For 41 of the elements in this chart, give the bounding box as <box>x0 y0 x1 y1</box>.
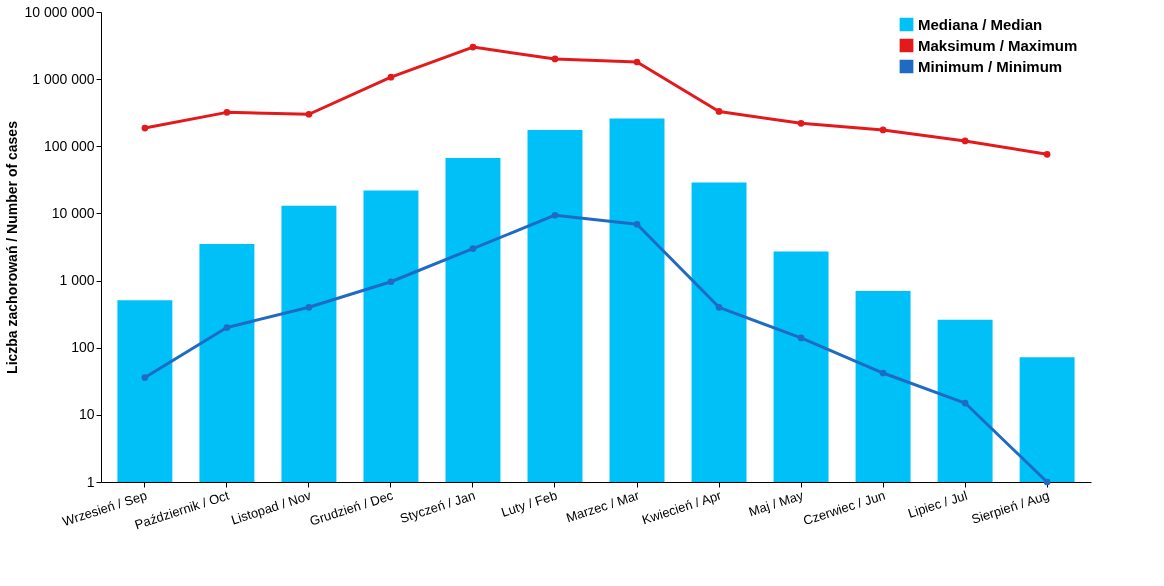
point <box>633 58 641 66</box>
point <box>141 374 149 381</box>
point <box>1043 478 1051 486</box>
y-tick-label: 100 <box>71 339 95 356</box>
y-tick-label: 10 000 000 <box>24 3 95 20</box>
point <box>715 303 723 311</box>
point <box>469 245 477 252</box>
y-tick-label: 1 <box>86 473 95 490</box>
x-tick-label: Lipiec / Jul <box>906 487 970 521</box>
point <box>633 220 641 228</box>
point <box>715 108 723 115</box>
point <box>879 369 887 377</box>
point <box>961 399 969 407</box>
y-tick-label: 10 <box>78 406 95 423</box>
legend-label: Mediana / Median <box>918 15 1043 33</box>
point <box>879 126 887 134</box>
point <box>387 73 395 81</box>
x-tick-label: Sierpień / Aug <box>969 487 1052 527</box>
point <box>141 124 149 132</box>
y-tick-label: 1 000 <box>59 272 95 289</box>
legend-label: Maksimum / Maximum <box>918 36 1078 54</box>
legend-label: Minimum / Minimum <box>918 57 1063 75</box>
point <box>223 324 231 331</box>
point <box>961 137 969 145</box>
y-tick-label: 10 000 <box>51 204 95 221</box>
point <box>305 110 313 118</box>
point <box>387 278 395 286</box>
point <box>305 303 313 311</box>
point <box>551 211 559 219</box>
x-tick-label: Marzec / Mar <box>564 487 642 526</box>
y-tick-label: 1 000 000 <box>32 70 95 87</box>
x-tick-label: Czerwiec / Jun <box>801 487 888 529</box>
y-tick-label: 100 000 <box>43 137 95 154</box>
point <box>551 55 559 63</box>
point <box>797 119 805 127</box>
x-tick-label: Luty / Feb <box>499 487 560 520</box>
point <box>1043 150 1051 158</box>
y-axis-title: Liczba zachorowań / Number of cases <box>4 120 21 374</box>
point <box>797 334 805 342</box>
point <box>469 43 477 51</box>
point <box>223 109 231 116</box>
